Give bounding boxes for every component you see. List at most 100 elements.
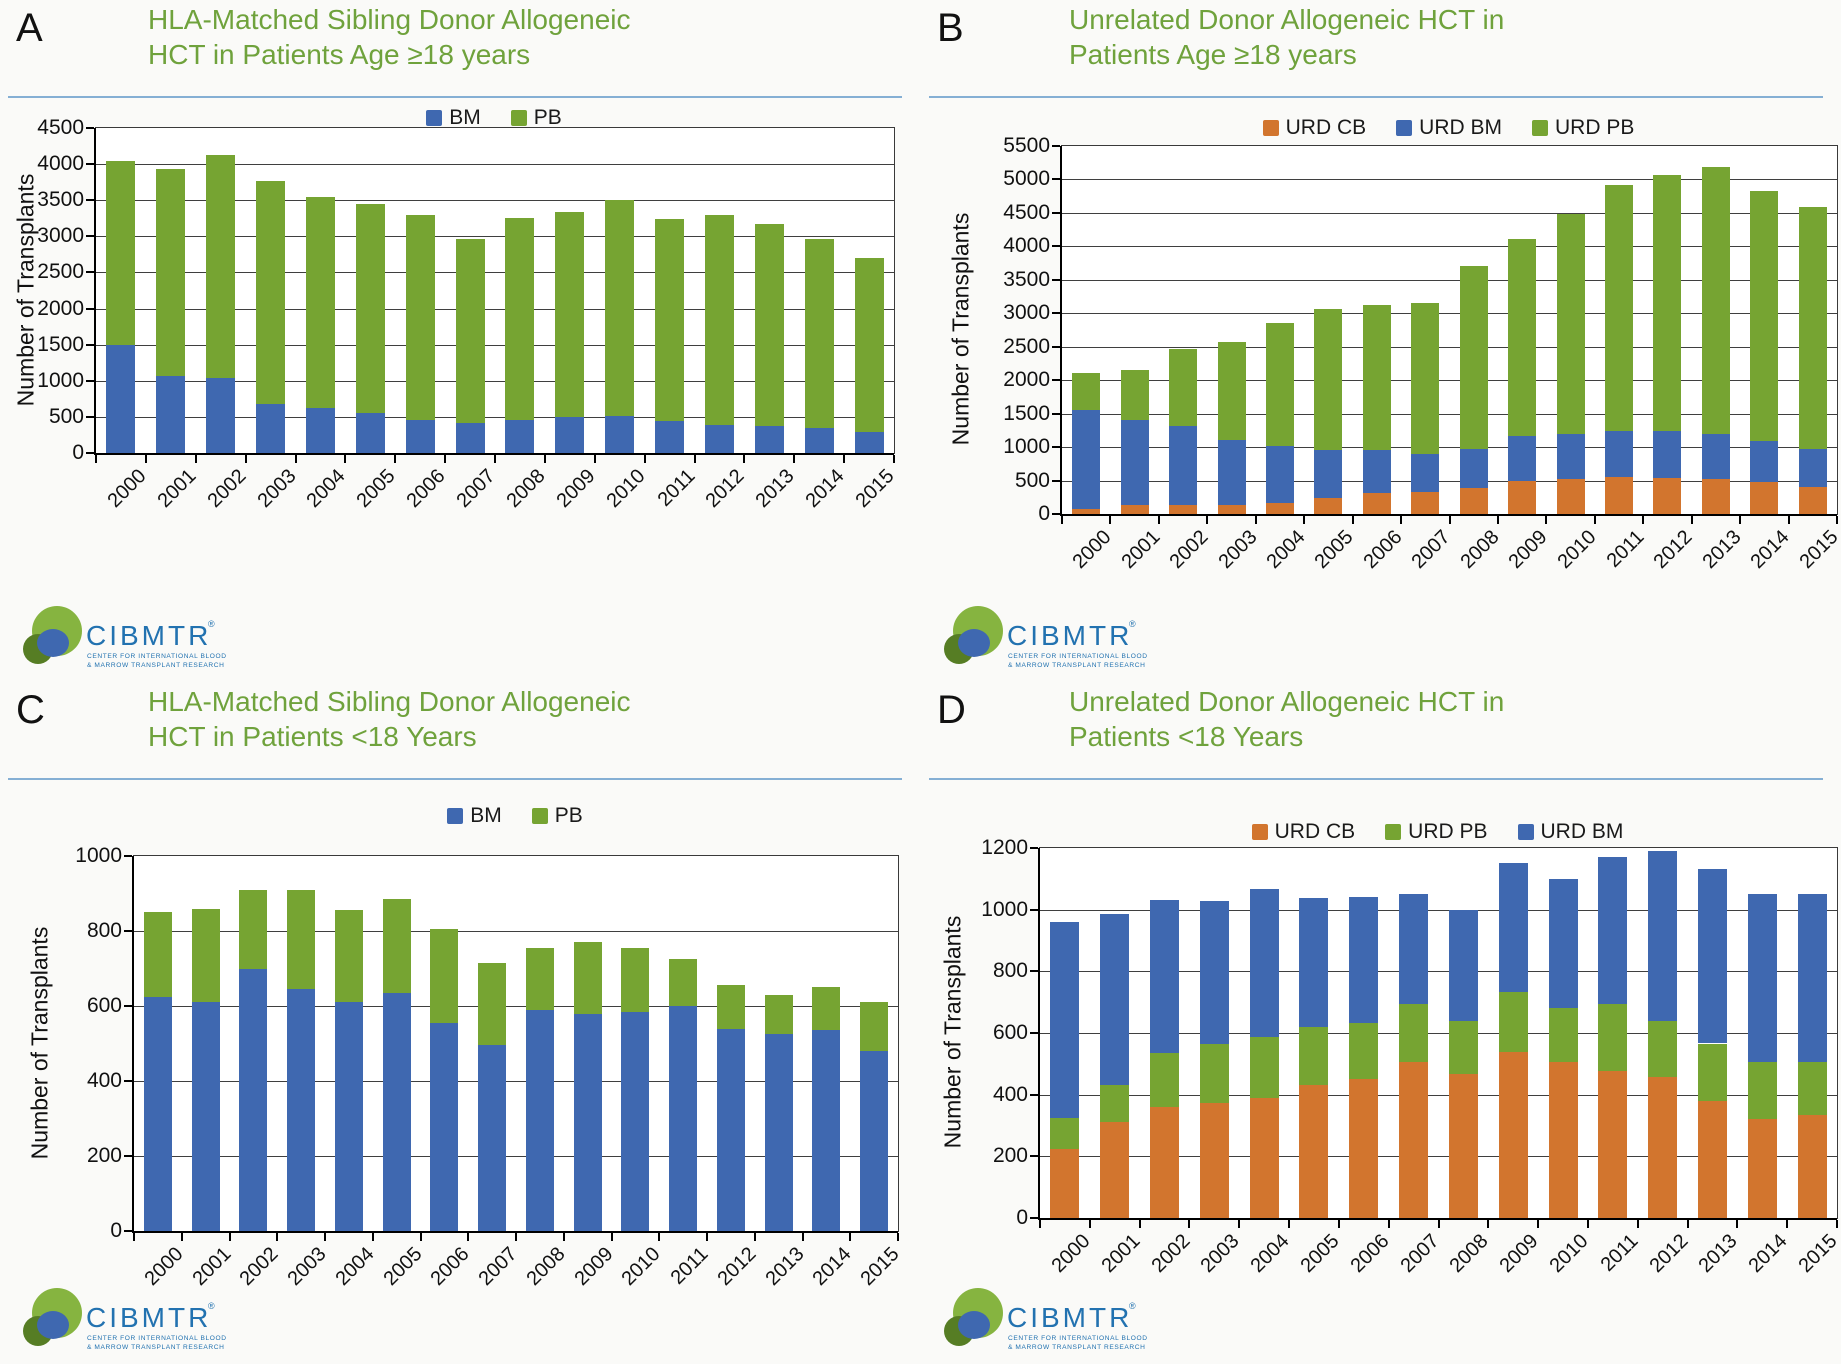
panel-a: A HLA-Matched Sibling Donor Allogeneic HC… xyxy=(0,0,920,682)
x-tick-label: 2007 xyxy=(452,465,500,513)
bar-segment-urd-pb xyxy=(1120,370,1149,421)
gridline xyxy=(96,344,894,346)
logo-circle-blue xyxy=(958,629,990,657)
y-tick-label: 200 xyxy=(86,1144,122,1167)
bar-segment-urd-cb xyxy=(1265,503,1294,514)
logo-tagline-line2: & MARROW TRANSPLANT RESEARCH xyxy=(1008,1344,1145,1351)
bar-segment-urd-pb xyxy=(1648,1021,1678,1077)
panel-title-line1: Unrelated Donor Allogeneic HCT in xyxy=(1069,686,1505,717)
bar-2014 xyxy=(1750,146,1779,514)
x-tick-mark xyxy=(394,455,397,463)
x-tick-label: 2005 xyxy=(1296,1230,1344,1278)
bar-segment-urd-pb xyxy=(1548,1008,1578,1063)
x-tick-mark xyxy=(444,455,447,463)
x-tick-mark xyxy=(1109,516,1112,524)
y-tick-label: 600 xyxy=(992,1021,1028,1044)
bar-2006 xyxy=(1349,848,1379,1218)
gridline xyxy=(1040,909,1837,911)
bar-2013 xyxy=(1697,848,1727,1218)
x-tick-label: 2001 xyxy=(188,1243,236,1291)
bar-segment-urd-pb xyxy=(1362,304,1391,451)
y-tick-label: 0 xyxy=(110,1219,122,1242)
logo-text: CIBMTR xyxy=(1007,620,1132,651)
logo-graphic: CIBMTR® CENTER FOR INTERNATIONAL BLOOD & M… xyxy=(23,606,227,669)
gridline xyxy=(1040,1033,1837,1034)
y-tick-label: 4000 xyxy=(1003,234,1050,258)
bar-segment-pb xyxy=(382,899,411,993)
x-tick-label: 2004 xyxy=(1262,526,1310,574)
bar-2009 xyxy=(555,128,585,453)
panel-letter: B xyxy=(937,6,964,50)
bar-segment-pb xyxy=(605,199,635,417)
x-tick-mark xyxy=(133,1233,135,1241)
panel-title-line2: Patients Age ≥18 years xyxy=(1069,39,1357,70)
bar-segment-urd-pb xyxy=(1701,167,1730,434)
gridline xyxy=(96,272,894,274)
bar-segment-bm xyxy=(505,419,535,453)
x-axis-line xyxy=(1060,514,1837,516)
x-tick-mark xyxy=(1188,1220,1191,1228)
bar-segment-bm xyxy=(382,992,411,1231)
x-tick-label: 2003 xyxy=(1214,526,1262,574)
logo-registered-mark: ® xyxy=(208,1301,215,1311)
bar-segment-urd-cb xyxy=(1508,481,1537,514)
x-tick-mark xyxy=(180,1233,183,1241)
bar-segment-urd-bm xyxy=(1362,450,1391,494)
bar-2000 xyxy=(106,128,136,453)
x-tick-label: 2010 xyxy=(1553,526,1601,574)
bar-segment-urd-cb xyxy=(1050,1148,1080,1218)
logo-circle-blue xyxy=(37,1311,69,1339)
bar-2010 xyxy=(605,128,635,453)
y-tick-label: 1000 xyxy=(1003,435,1050,459)
bar-segment-bm xyxy=(525,1009,554,1231)
bar-2008 xyxy=(505,128,535,453)
bar-2015 xyxy=(1798,146,1827,514)
bar-segment-urd-cb xyxy=(1299,1084,1329,1218)
x-tick-label: 2005 xyxy=(352,465,400,513)
y-tick-mark xyxy=(1052,178,1060,181)
x-tick-label: 2010 xyxy=(602,465,650,513)
x-tick-mark xyxy=(1337,1220,1340,1228)
x-tick-mark xyxy=(706,1233,708,1241)
bar-2014 xyxy=(812,856,841,1231)
y-axis-title: Number of Transplants xyxy=(947,212,974,446)
bar-segment-urd-bm xyxy=(1548,878,1578,1009)
y-tick-label: 1000 xyxy=(981,897,1028,921)
panel-title-line2: Patients <18 Years xyxy=(1069,721,1304,752)
x-tick-label: 2014 xyxy=(1744,1230,1792,1278)
legend-item: URD BM xyxy=(1517,820,1623,844)
x-tick-mark xyxy=(593,455,596,463)
bar-segment-pb xyxy=(804,238,834,428)
legend-label: URD PB xyxy=(1408,820,1488,843)
bar-segment-bm xyxy=(256,403,286,453)
x-tick-mark xyxy=(562,1233,565,1241)
bar-2003 xyxy=(256,128,286,453)
y-tick-mark xyxy=(86,343,94,346)
x-tick-mark xyxy=(1836,1220,1838,1228)
y-tick-label: 500 xyxy=(48,404,84,428)
legend-swatch-icon xyxy=(1385,824,1402,840)
legend: URD CB URD PB URD BM xyxy=(1039,820,1836,844)
x-tick-mark xyxy=(294,455,297,463)
legend-swatch-icon xyxy=(1532,120,1548,136)
bar-2000 xyxy=(1072,146,1101,514)
bar-segment-urd-pb xyxy=(1265,322,1294,446)
x-tick-label: 2012 xyxy=(713,1243,761,1291)
gridline xyxy=(96,416,894,418)
logo-tagline-line1: CENTER FOR INTERNATIONAL BLOOD xyxy=(1008,653,1148,660)
x-tick-mark xyxy=(1690,516,1693,524)
panel-title: Unrelated Donor Allogeneic HCT in Patient… xyxy=(1069,2,1504,72)
y-axis-line xyxy=(132,856,134,1233)
bar-segment-bm xyxy=(143,996,172,1231)
bar-segment-urd-bm xyxy=(1697,869,1727,1044)
logo-tagline-line1: CENTER FOR INTERNATIONAL BLOOD xyxy=(87,653,227,660)
bar-2004 xyxy=(305,128,335,453)
bar-2009 xyxy=(1508,146,1537,514)
x-tick-mark xyxy=(1736,1220,1739,1228)
bar-2012 xyxy=(716,856,745,1231)
x-tick-label: 2015 xyxy=(851,465,899,513)
y-tick-label: 400 xyxy=(86,1069,122,1092)
bar-segment-urd-cb xyxy=(1199,1103,1229,1218)
bar-segment-urd-bm xyxy=(1653,431,1682,478)
x-tick-mark xyxy=(1206,516,1209,524)
